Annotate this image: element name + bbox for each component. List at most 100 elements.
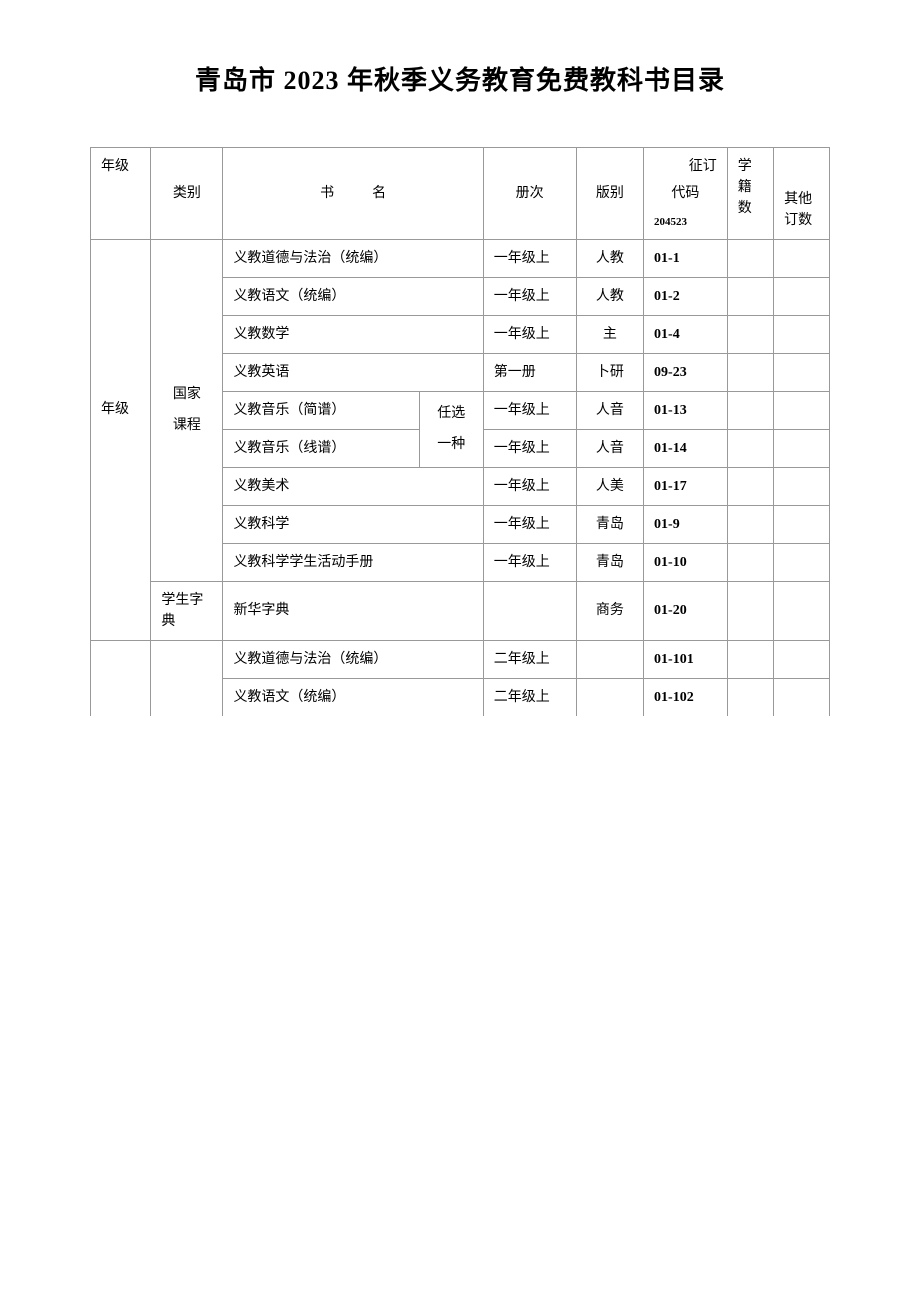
other-cell [774,277,830,315]
xueji-cell [727,581,773,640]
xueji-cell [727,467,773,505]
book-publisher: 青岛 [576,543,643,581]
book-name: 义教科学学生活动手册 [223,543,483,581]
xueji-cell [727,640,773,678]
book-code: 01-9 [644,505,728,543]
table-row: 义教道德与法治（统编） 二年级上 01-101 [91,640,830,678]
book-publisher: 主 [576,315,643,353]
choose-one-l2: 一种 [430,434,473,455]
table-row: 国家 课程 义教道德与法治（统编） 一年级上 人教 01-1 [91,239,830,277]
xueji-cell [727,543,773,581]
book-volume [483,581,576,640]
book-name: 义教音乐（简谱） [223,391,419,429]
header-code-mid: 代码 [654,183,717,204]
header-code-top: 征订 [654,156,717,177]
xueji-cell [727,678,773,716]
book-code: 01-13 [644,391,728,429]
book-volume: 二年级上 [483,640,576,678]
book-volume: 二年级上 [483,678,576,716]
book-code: 01-4 [644,315,728,353]
header-bookname-left: 书 [320,186,344,201]
book-volume: 一年级上 [483,467,576,505]
book-volume: 一年级上 [483,429,576,467]
header-code: 征订 代码 204523 [644,148,728,240]
book-publisher [576,678,643,716]
book-code: 01-1 [644,239,728,277]
other-cell [774,391,830,429]
other-cell [774,640,830,678]
book-code: 01-102 [644,678,728,716]
book-name: 义教道德与法治（统编） [223,239,483,277]
book-volume: 一年级上 [483,239,576,277]
header-grade: 年级 [91,148,151,240]
choose-one-l1: 任选 [430,403,473,424]
book-code: 01-17 [644,467,728,505]
header-bookname-right: 名 [372,186,386,201]
book-publisher: 人音 [576,391,643,429]
category-national: 国家 课程 [151,239,223,581]
other-cell [774,505,830,543]
book-code: 09-23 [644,353,728,391]
book-name: 义教科学 [223,505,483,543]
book-publisher: 人美 [576,467,643,505]
book-publisher: 卜研 [576,353,643,391]
xueji-cell [727,429,773,467]
book-publisher: 商务 [576,581,643,640]
book-volume: 一年级上 [483,277,576,315]
book-name: 义教语文（统编） [223,678,483,716]
grade-cell [91,239,151,391]
header-volume: 册次 [483,148,576,240]
table-row: 学生字典 新华字典 商务 01-20 [91,581,830,640]
xueji-cell [727,391,773,429]
other-cell [774,315,830,353]
header-other: 其他订数 [774,148,830,240]
book-volume: 一年级上 [483,315,576,353]
header-category: 类别 [151,148,223,240]
other-cell [774,678,830,716]
header-bookname: 书 名 [223,148,483,240]
book-publisher [576,640,643,678]
textbook-table: 年级 类别 书 名 册次 版别 征订 代码 204523 学 籍数 其他订数 国… [90,147,830,716]
book-name: 义教道德与法治（统编） [223,640,483,678]
choose-one: 任选 一种 [419,391,483,467]
category-dict: 学生字典 [151,581,223,640]
xueji-cell [727,239,773,277]
xueji-cell [727,315,773,353]
book-name: 新华字典 [223,581,483,640]
book-code: 01-14 [644,429,728,467]
book-name: 义教英语 [223,353,483,391]
book-volume: 一年级上 [483,505,576,543]
page-title: 青岛市 2023 年秋季义务教育免费教科书目录 [90,60,830,97]
book-code: 01-101 [644,640,728,678]
header-row: 年级 类别 书 名 册次 版别 征订 代码 204523 学 籍数 其他订数 [91,148,830,240]
book-volume: 一年级上 [483,391,576,429]
book-publisher: 人教 [576,239,643,277]
book-volume: 第一册 [483,353,576,391]
xueji-cell [727,353,773,391]
book-publisher: 人音 [576,429,643,467]
xueji-cell [727,505,773,543]
category-cell [151,640,223,716]
other-cell [774,429,830,467]
book-code: 01-2 [644,277,728,315]
category-national-l2: 课程 [161,415,212,436]
book-name: 义教数学 [223,315,483,353]
other-cell [774,543,830,581]
other-cell [774,239,830,277]
book-publisher: 人教 [576,277,643,315]
other-cell [774,353,830,391]
book-code: 01-10 [644,543,728,581]
header-xueji: 学 籍数 [727,148,773,240]
book-name: 义教音乐（线谱） [223,429,419,467]
other-cell [774,581,830,640]
book-code: 01-20 [644,581,728,640]
grade-cell [91,640,151,716]
book-name: 义教美术 [223,467,483,505]
category-national-l1: 国家 [161,384,212,405]
grade-label: 年级 [91,391,151,640]
header-code-sub: 204523 [654,214,717,231]
header-publisher: 版别 [576,148,643,240]
other-cell [774,467,830,505]
xueji-cell [727,277,773,315]
book-name: 义教语文（统编） [223,277,483,315]
